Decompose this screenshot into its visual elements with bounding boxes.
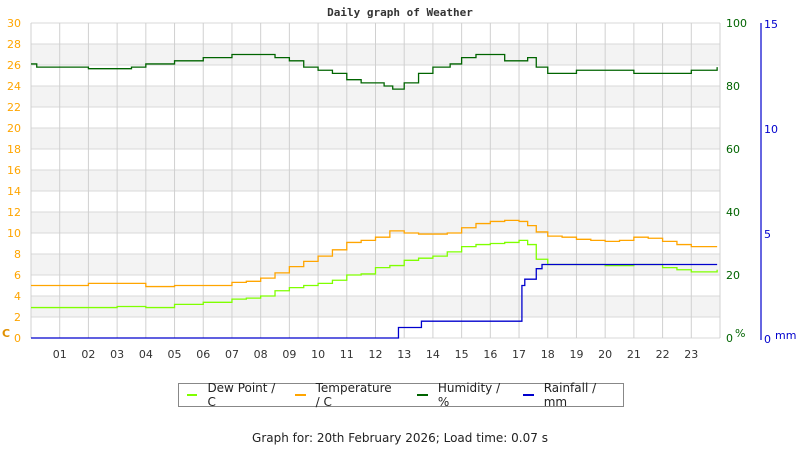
- x-tick-label: 02: [81, 348, 95, 361]
- y-tick-label-rain: 0: [764, 333, 771, 346]
- x-tick-label: 20: [598, 348, 612, 361]
- y-tick-label-c: 10: [7, 227, 21, 240]
- x-tick-label: 16: [483, 348, 497, 361]
- y-tick-label-c: 28: [7, 38, 21, 51]
- x-tick-label: 05: [168, 348, 182, 361]
- y-tick-label-rain: 15: [764, 18, 778, 31]
- x-tick-label: 09: [282, 348, 296, 361]
- y-tick-label-c: 0: [14, 332, 21, 345]
- y-tick-label-c: 18: [7, 143, 21, 156]
- y-tick-label-c: 14: [7, 185, 21, 198]
- x-tick-label: 11: [340, 348, 354, 361]
- y-tick-label-c: 8: [14, 248, 21, 261]
- y-tick-label-humidity: 80: [726, 80, 740, 93]
- legend-item: Humidity / %: [413, 381, 505, 409]
- series-line: [31, 219, 718, 288]
- unit-label-percent: %: [735, 327, 745, 340]
- legend: Dew Point / C Temperature / C Humidity / %…: [178, 381, 624, 409]
- x-tick-label: 21: [627, 348, 641, 361]
- y-tick-label-humidity: 0: [726, 332, 733, 345]
- y-tick-label-c: 2: [14, 311, 21, 324]
- legend-item: Rainfall / mm: [519, 381, 613, 409]
- legend-swatch-icon: [523, 394, 534, 396]
- unit-label-mm: mm: [775, 329, 796, 342]
- legend-swatch-icon: [187, 394, 198, 396]
- y-tick-label-c: 20: [7, 122, 21, 135]
- x-tick-label: 17: [512, 348, 526, 361]
- y-tick-label-rain: 10: [764, 123, 778, 136]
- x-tick-label: 22: [656, 348, 670, 361]
- x-tick-label: 01: [53, 348, 67, 361]
- y-tick-label-rain: 5: [764, 228, 771, 241]
- x-tick-label: 15: [455, 348, 469, 361]
- y-tick-label-humidity: 60: [726, 143, 740, 156]
- x-tick-label: 23: [684, 348, 698, 361]
- x-tick-label: 06: [196, 348, 210, 361]
- x-tick-label: 08: [254, 348, 268, 361]
- x-tick-label: 10: [311, 348, 325, 361]
- y-tick-label-humidity: 100: [726, 17, 747, 30]
- y-tick-label-humidity: 20: [726, 269, 740, 282]
- x-tick-label: 13: [397, 348, 411, 361]
- legend-label: Rainfall / mm: [543, 381, 597, 409]
- legend-swatch-icon: [295, 394, 306, 396]
- series-line: [31, 53, 718, 90]
- x-tick-label: 04: [139, 348, 153, 361]
- unit-label-c: C: [2, 327, 10, 340]
- x-tick-label: 07: [225, 348, 239, 361]
- series-line: [31, 263, 718, 339]
- x-tick-label: 14: [426, 348, 440, 361]
- y-tick-label-c: 6: [14, 269, 21, 282]
- x-tick-label: 19: [569, 348, 583, 361]
- legend-label: Temperature / C: [315, 381, 392, 409]
- x-tick-label: 18: [541, 348, 555, 361]
- y-tick-label-c: 30: [7, 17, 21, 30]
- legend-swatch-icon: [417, 394, 428, 396]
- y-tick-label-c: 24: [7, 80, 21, 93]
- legend-item: Temperature / C: [291, 381, 399, 409]
- y-tick-label-c: 26: [7, 59, 21, 72]
- y-tick-label-c: 16: [7, 164, 21, 177]
- series-line: [31, 239, 718, 309]
- footer-status: Graph for: 20th February 2026; Load time…: [252, 431, 548, 445]
- legend-label: Dew Point / C: [207, 381, 276, 409]
- x-tick-label: 12: [369, 348, 383, 361]
- legend-item: Dew Point / C: [183, 381, 277, 409]
- y-tick-label-c: 22: [7, 101, 21, 114]
- y-tick-label-humidity: 40: [726, 206, 740, 219]
- chart-title: Daily graph of Weather: [327, 6, 473, 19]
- x-tick-label: 03: [110, 348, 124, 361]
- y-tick-label-c: 4: [14, 290, 21, 303]
- legend-label: Humidity / %: [437, 381, 501, 409]
- y-tick-label-c: 12: [7, 206, 21, 219]
